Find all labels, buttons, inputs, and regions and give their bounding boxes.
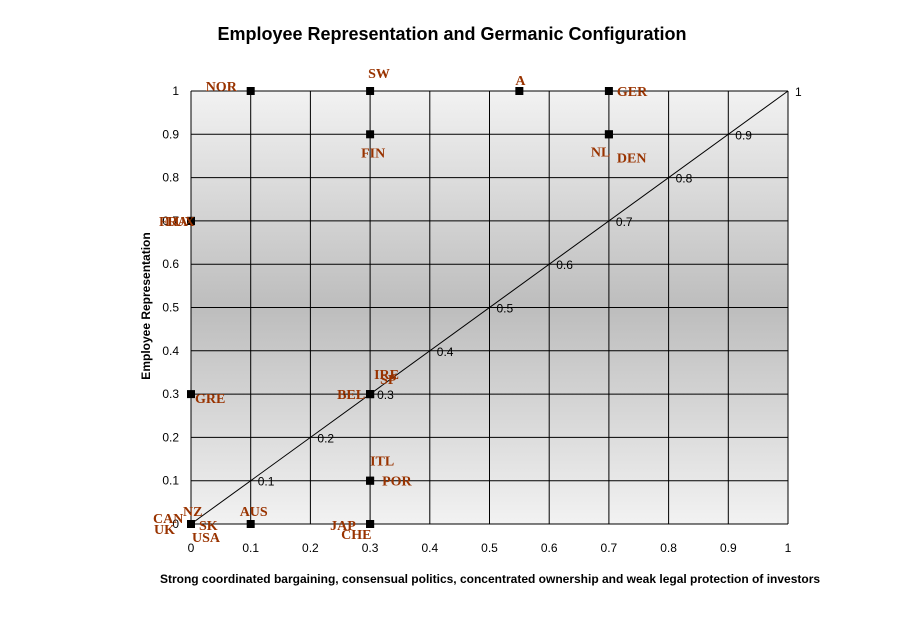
point-label: NZ	[183, 505, 202, 520]
x-tick-label: 0	[188, 541, 195, 555]
data-point	[604, 87, 613, 95]
point-label: IRE	[374, 368, 399, 383]
chart-title: Employee Representation and Germanic Con…	[217, 24, 687, 44]
point-label: FIN	[361, 146, 385, 161]
point-label: NOR	[206, 80, 238, 95]
diagonal-label: 0.2	[317, 431, 334, 445]
point-label: FRA	[159, 215, 189, 230]
point-label: USA	[192, 531, 221, 546]
data-point	[187, 390, 195, 399]
diagonal-label: 0.4	[437, 345, 454, 359]
diagonal-label: 1	[795, 85, 802, 99]
x-tick-label: 1	[785, 541, 792, 555]
point-label: BEL	[337, 388, 365, 403]
y-tick-label: 0	[172, 517, 179, 531]
data-points	[187, 87, 613, 528]
point-label: CAN	[153, 512, 183, 527]
diagonal-reference: 0.1 0.2 0.3 0.4 0.5 0.6 0.7 0.8 0.9 1	[190, 85, 802, 525]
y-tick-label: 0.3	[162, 387, 179, 401]
point-label: SW	[368, 67, 390, 82]
data-point	[187, 216, 195, 225]
x-tick-label: 0.2	[302, 541, 319, 555]
point-label: POR	[382, 475, 412, 490]
grid-lines	[190, 90, 789, 525]
data-point	[187, 520, 195, 528]
y-tick-label: 1	[172, 84, 179, 98]
data-point	[366, 520, 375, 528]
x-tick-label: 0.9	[720, 541, 737, 555]
data-point	[366, 87, 375, 95]
diagonal-line	[190, 90, 789, 525]
data-point	[246, 520, 255, 528]
y-tick-label: 0.8	[162, 171, 179, 185]
x-tick-label: 0.3	[362, 541, 379, 555]
x-tick-label: 0.7	[601, 541, 618, 555]
point-label: LUX	[165, 215, 195, 230]
data-point	[604, 130, 613, 139]
x-tick-label: 0.1	[242, 541, 259, 555]
data-point	[246, 87, 255, 95]
y-tick-label: 0.5	[162, 301, 179, 315]
point-label: SK	[199, 519, 218, 534]
point-label: AUS	[240, 505, 268, 520]
point-label: CHE	[341, 528, 371, 543]
diagonal-label: 0.8	[676, 172, 693, 186]
data-point	[366, 476, 375, 485]
y-tick-label: 0.9	[162, 127, 179, 141]
diagonal-label: 0.1	[258, 475, 275, 489]
point-label: NL	[591, 145, 610, 160]
point-label: UK	[154, 523, 175, 538]
x-tick-label: 0.4	[421, 541, 438, 555]
point-label: A	[515, 74, 526, 89]
x-tick-label: 0.8	[660, 541, 677, 555]
x-tick-label: 0.6	[541, 541, 558, 555]
axis-ticks: 0 0.1 0.2 0.3 0.4 0.5 0.6 0.7 0.8 0.9 1 0 0.1 0.2 0.3 0…	[162, 84, 791, 555]
y-tick-label: 0.1	[162, 474, 179, 488]
diagonal-label: 0.7	[616, 215, 633, 229]
point-label: DEN	[617, 151, 647, 166]
point-label: GRE	[195, 392, 225, 407]
y-tick-label: 0.4	[162, 344, 179, 358]
point-label: JAP	[330, 519, 356, 534]
point-label: ITL	[370, 455, 394, 470]
point-label: SP	[380, 373, 397, 388]
data-point	[366, 130, 375, 139]
y-tick-label: 0.7	[162, 214, 179, 228]
point-label: GER	[617, 85, 648, 100]
diagonal-label: 0.6	[556, 258, 573, 272]
diagonal-label: 0.9	[735, 128, 752, 142]
data-point	[515, 87, 524, 95]
x-tick-label: 0.5	[481, 541, 498, 555]
data-point	[366, 390, 375, 399]
x-axis-label: Strong coordinated bargaining, consensua…	[159, 572, 821, 586]
y-tick-label: 0.2	[162, 430, 179, 444]
y-axis-label: Employee Representation	[139, 232, 153, 380]
y-tick-label: 0.6	[162, 257, 179, 271]
diagonal-label: 0.5	[497, 302, 514, 316]
diagonal-label: 0.3	[377, 388, 394, 402]
